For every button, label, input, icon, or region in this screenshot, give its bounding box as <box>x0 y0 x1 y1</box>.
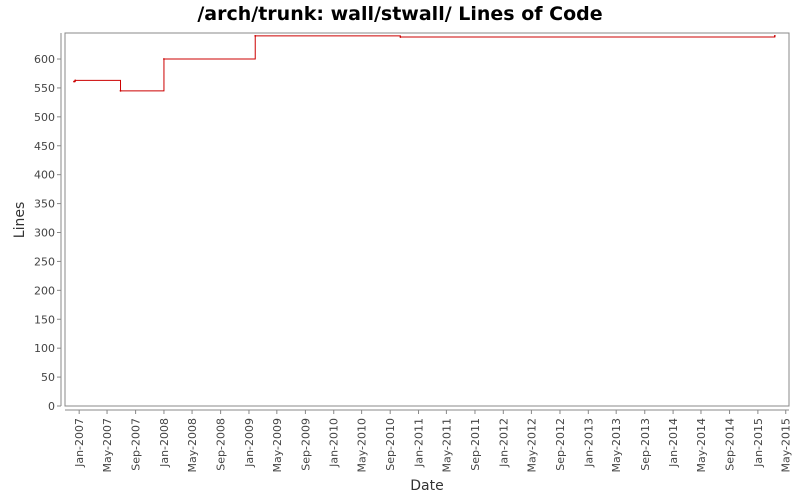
y-tick-label: 150 <box>34 313 55 326</box>
x-tick-label: May-2015 <box>780 418 793 473</box>
x-axis-label: Date <box>410 478 443 494</box>
x-tick-label: May-2014 <box>695 418 708 473</box>
x-tick-label: Sep-2008 <box>215 418 228 471</box>
y-tick-label: 100 <box>34 342 55 355</box>
data-point <box>74 79 77 82</box>
y-tick-label: 400 <box>34 169 55 182</box>
x-tick-label: May-2013 <box>610 418 623 473</box>
y-axis-label: Lines <box>12 202 28 238</box>
x-tick-label: Jan-2011 <box>413 418 426 468</box>
y-tick-label: 300 <box>34 227 55 240</box>
x-tick-label: Sep-2011 <box>469 418 482 471</box>
x-tick-label: Jan-2009 <box>243 418 256 468</box>
data-point <box>73 80 75 83</box>
x-tick-label: May-2012 <box>525 418 538 473</box>
data-point <box>163 58 165 60</box>
x-tick-label: Jan-2012 <box>497 418 510 468</box>
y-tick-label: 600 <box>34 53 55 66</box>
x-tick-label: Sep-2012 <box>554 418 567 471</box>
chart-title: /arch/trunk: wall/stwall/ Lines of Code <box>197 3 602 25</box>
y-tick-label: 50 <box>41 371 55 384</box>
data-point <box>773 34 776 37</box>
x-tick-label: Jan-2007 <box>73 418 86 468</box>
data-point <box>399 36 402 38</box>
y-tick-label: 350 <box>34 198 55 211</box>
x-axis: Jan-2007 May-2007 Sep-2007 Jan-2008 May-2008… <box>65 409 793 473</box>
y-tick-label: 450 <box>34 140 55 153</box>
y-tick-label: 500 <box>34 111 55 124</box>
plot-area <box>64 32 790 407</box>
series-layer <box>73 34 776 92</box>
x-tick-label: Jan-2008 <box>158 418 171 468</box>
x-tick-label: Jan-2014 <box>667 418 680 468</box>
x-tick-label: May-2011 <box>440 418 453 473</box>
x-tick-label: Sep-2013 <box>639 418 652 471</box>
x-tick-label: Jan-2013 <box>582 418 595 468</box>
x-tick-label: May-2009 <box>271 418 284 473</box>
data-point <box>254 34 257 37</box>
y-tick-label: 200 <box>34 284 55 297</box>
y-axis: 0 50 100 150 200 250 300 350 400 450 500 550 600 <box>34 33 62 413</box>
y-tick-label: 250 <box>34 255 55 268</box>
y-tick-label: 550 <box>34 82 55 95</box>
x-tick-label: Sep-2014 <box>724 418 737 471</box>
x-tick-label: Sep-2010 <box>384 418 397 471</box>
x-tick-label: May-2010 <box>356 418 369 473</box>
x-tick-label: May-2007 <box>101 418 114 473</box>
x-tick-label: Sep-2007 <box>130 418 143 471</box>
x-tick-label: Jan-2015 <box>752 418 765 468</box>
x-tick-label: May-2008 <box>186 418 199 473</box>
y-tick-label: 0 <box>48 400 55 413</box>
data-point <box>119 89 122 92</box>
x-tick-label: Sep-2009 <box>299 418 312 471</box>
x-tick-label: Jan-2010 <box>328 418 341 468</box>
